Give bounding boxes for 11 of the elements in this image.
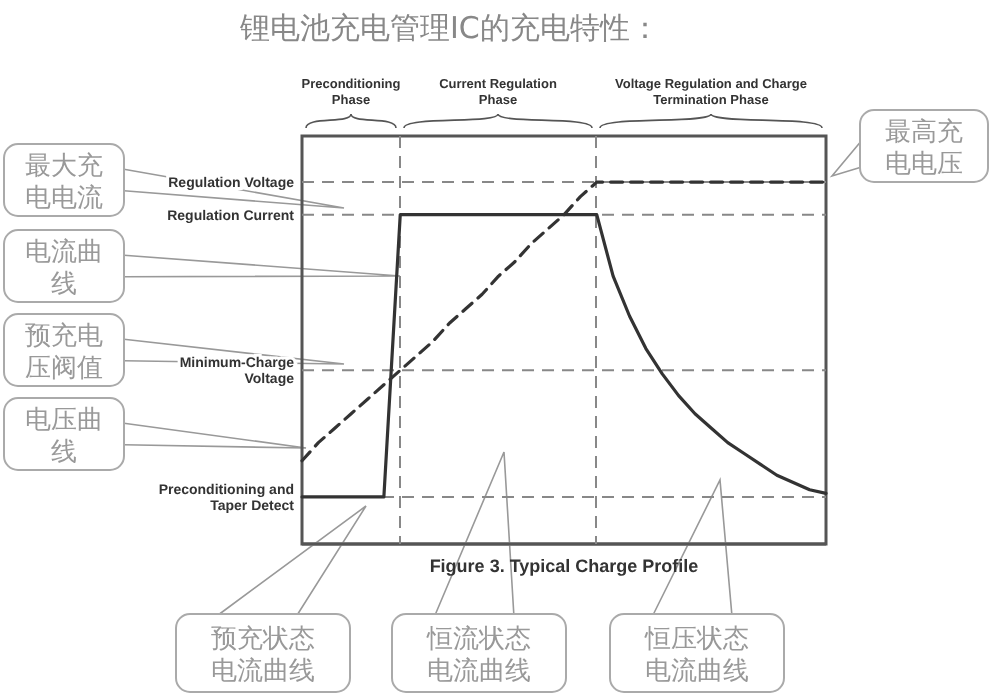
text: 预充状态 (211, 625, 315, 655)
text: 恒流状态电流曲线 (425, 623, 531, 687)
text: 恒压状态电流曲线 (643, 625, 749, 687)
text: 最大充电电流 (25, 152, 103, 214)
text: 最高充电电压 (885, 116, 963, 180)
text: 电流曲线 (211, 655, 315, 687)
text: 电流曲线 (25, 238, 103, 300)
chart-title: 锂电池充电管理IC的充电特性： (238, 10, 660, 46)
text: 预充电压阀值 (25, 322, 103, 384)
text: 电压曲线 (25, 406, 103, 468)
caption: Figure 3. Typical Charge Profile (429, 556, 699, 576)
